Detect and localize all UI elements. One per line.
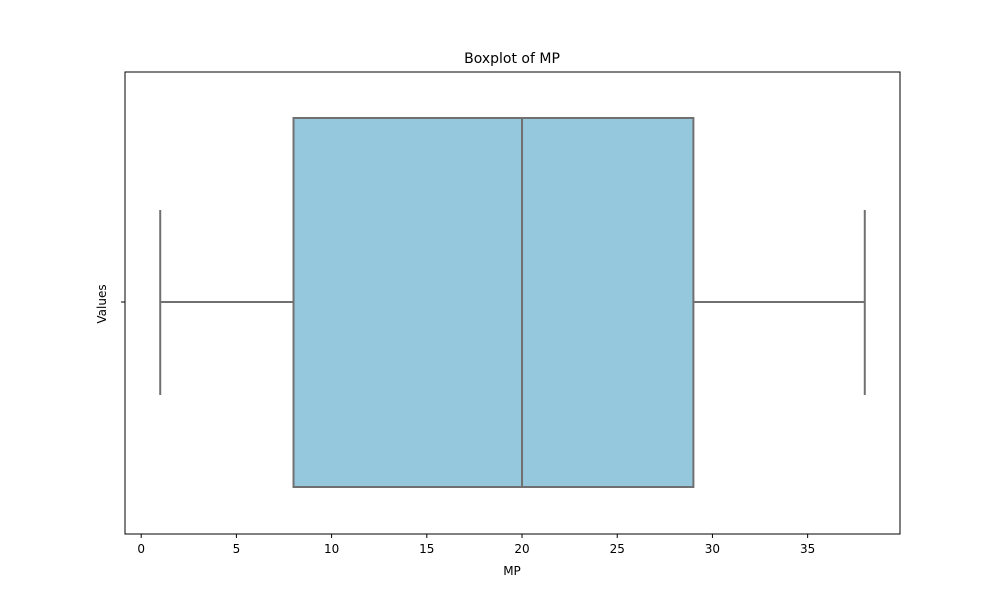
y-axis-label: Values bbox=[95, 284, 109, 323]
x-tick-label: 15 bbox=[419, 542, 434, 556]
x-axis-label: MP bbox=[503, 564, 521, 578]
interquartile-box bbox=[292, 117, 695, 488]
plot-area: 0 5 10 15 20 25 30 35 bbox=[121, 71, 901, 556]
x-tick-label: 25 bbox=[610, 542, 625, 556]
chart-title: Boxplot of MP bbox=[464, 51, 560, 67]
x-tick-label: 5 bbox=[233, 542, 241, 556]
x-tick-label: 30 bbox=[705, 542, 720, 556]
x-tick-label: 0 bbox=[137, 542, 145, 556]
x-tick-label: 20 bbox=[514, 542, 529, 556]
x-tick-label: 10 bbox=[324, 542, 339, 556]
x-tick-label: 35 bbox=[800, 542, 815, 556]
plot-frame bbox=[124, 71, 901, 535]
